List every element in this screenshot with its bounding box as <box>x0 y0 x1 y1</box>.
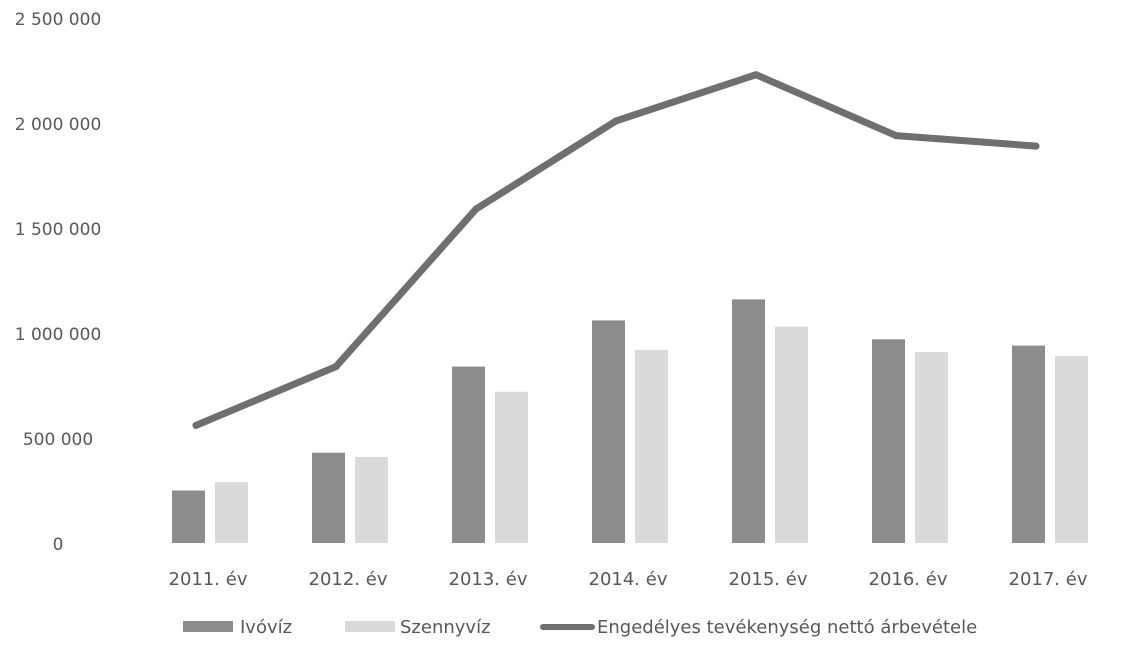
legend-label: Engedélyes tevékenység nettó árbevétele <box>597 617 977 638</box>
bar-ivoviz <box>732 299 765 543</box>
y-tick-label: 2 000 000 <box>15 115 102 135</box>
line-point <box>192 421 200 429</box>
legend-label: Ivóvíz <box>240 617 292 638</box>
x-tick-label: 2014. év <box>589 569 668 590</box>
bar-ivoviz <box>452 366 485 543</box>
bar-ivoviz <box>1012 345 1045 543</box>
bar-ivoviz <box>172 490 205 543</box>
y-tick-label: 2 500 000 <box>15 10 102 30</box>
legend-label: Szennyvíz <box>400 617 491 638</box>
bar-ivoviz <box>312 452 345 543</box>
y-tick-label: 1 500 000 <box>15 220 102 240</box>
bar-szennyviz <box>215 482 248 543</box>
line-series-group <box>192 71 1040 429</box>
line-point <box>332 363 340 371</box>
x-tick-label: 2017. év <box>1009 569 1088 590</box>
bar-szennyviz <box>1055 356 1088 543</box>
bar-szennyviz <box>495 391 528 543</box>
line-point <box>612 117 620 125</box>
legend-swatch <box>183 621 233 632</box>
x-tick-label: 2012. év <box>309 569 388 590</box>
line-point <box>472 205 480 213</box>
bar-szennyviz <box>355 456 388 543</box>
legend-swatch <box>345 621 395 632</box>
bar-szennyviz <box>775 326 808 543</box>
legend-swatch <box>540 624 595 630</box>
bar-szennyviz <box>635 349 668 543</box>
legend: Ivóvíz Szennyvíz Engedélyes tevékenység ne… <box>183 617 977 638</box>
line-point <box>752 71 760 79</box>
x-tick-label: 2011. év <box>169 569 248 590</box>
x-tick-label: 2016. év <box>869 569 948 590</box>
x-tick-label: 2015. év <box>729 569 808 590</box>
bar-ivoviz <box>872 339 905 543</box>
bar-ivoviz <box>592 320 625 543</box>
line-point <box>1032 142 1040 150</box>
bar-series-group <box>172 299 1088 543</box>
y-tick-label: 500 000 <box>23 430 93 450</box>
line-point <box>892 132 900 140</box>
x-tick-label: 2013. év <box>449 569 528 590</box>
bar-szennyviz <box>915 351 948 543</box>
y-axis: 0 500 000 1 000 000 1 500 000 2 000 000 2 500… <box>15 10 102 555</box>
y-tick-label: 1 000 000 <box>15 325 102 345</box>
x-axis: 2011. év 2012. év 2013. év 2014. év 2015. év… <box>169 569 1088 590</box>
y-tick-label: 0 <box>53 535 64 555</box>
